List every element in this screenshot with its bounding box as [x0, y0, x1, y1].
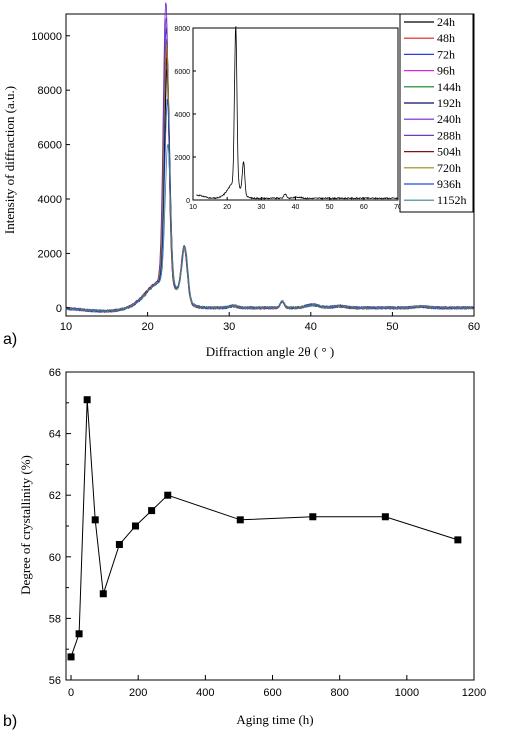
chart-b-x-tick-label: 1000	[395, 687, 419, 699]
legend-label-720h: 720h	[437, 161, 461, 175]
chart-b-y-tick-label: 62	[49, 490, 61, 502]
chart-b-x-tick-label: 1200	[462, 687, 486, 699]
inset-x-tick-label: 50	[326, 204, 334, 211]
panel-a-label: a)	[3, 331, 17, 348]
chart-b-y-tick-label: 58	[49, 613, 61, 625]
crystallinity-point	[236, 516, 244, 524]
inset-x-tick-label: 20	[223, 204, 231, 211]
crystallinity-line	[70, 399, 459, 658]
legend-label-96h: 96h	[437, 64, 455, 78]
inset-x-ticks: 10 20 30 40 50 60 70	[189, 197, 402, 211]
inset-y-tick-label: 2000	[174, 155, 190, 162]
panel-b-label: b)	[3, 713, 17, 730]
chart-a-y-ticks: 0 2000 4000 6000 8000 10000	[31, 31, 70, 315]
crystallinity-point	[164, 491, 172, 499]
inset-y-tick-label: 6000	[174, 69, 190, 76]
chart-b: 0 200 400 600 800 1000 1200 56 58 60 62 64 66 Aging…	[3, 367, 486, 730]
chart-b-y-tick-label: 60	[49, 552, 61, 564]
chart-a-x-tick-label: 50	[386, 321, 398, 333]
chart-a-x-tick-label: 30	[223, 321, 235, 333]
chart-b-x-axis-label: Aging time (h)	[236, 712, 313, 727]
crystallinity-point	[381, 513, 389, 521]
inset-y-ticks: 0 2000 4000 6000 8000	[174, 26, 196, 205]
chart-a-y-tick-label: 4000	[38, 194, 62, 206]
legend-label-48h: 48h	[437, 31, 455, 45]
crystallinity-point	[91, 516, 99, 524]
inset-y-tick-label: 8000	[174, 26, 190, 33]
chart-b-y-axis-label: Degree of crystallinity (%)	[18, 455, 33, 595]
legend-label-288h: 288h	[437, 128, 461, 142]
chart-b-x-tick-label: 600	[263, 687, 281, 699]
chart-a-traces	[65, 2, 474, 314]
chart-a-x-tick-label: 40	[305, 321, 317, 333]
legend-label-24h: 24h	[437, 15, 455, 29]
crystallinity-point	[83, 396, 91, 404]
chart-b-y-ticks: 56 58 60 62 64 66	[49, 367, 71, 687]
legend-label-192h: 192h	[437, 96, 461, 110]
crystallinity-point	[132, 522, 140, 530]
chart-a-x-tick-label: 10	[60, 321, 72, 333]
crystallinity-point	[67, 653, 75, 661]
legend-label-72h: 72h	[437, 47, 455, 61]
legend-label-504h: 504h	[437, 145, 461, 159]
chart-b-x-ticks: 0 200 400 600 800 1000 1200	[68, 675, 486, 699]
chart-a-y-axis-label: Intensity of diffraction (a.u.)	[2, 86, 17, 234]
legend-label-936h: 936h	[437, 177, 461, 191]
chart-b-y-tick-label: 66	[49, 367, 61, 379]
legend-label-1152h: 1152h	[437, 193, 467, 207]
legend-box	[399, 13, 474, 213]
series-line-1152h	[65, 144, 474, 313]
chart-a-y-tick-label: 10000	[31, 31, 62, 43]
legend-label-240h: 240h	[437, 112, 461, 126]
chart-b-x-tick-label: 0	[68, 687, 74, 699]
chart-a-y-tick-label: 8000	[38, 85, 62, 97]
chart-b-y-tick-label: 56	[49, 675, 61, 687]
crystallinity-point	[454, 536, 462, 544]
inset-x-tick-label: 10	[189, 204, 197, 211]
legend-label-144h: 144h	[437, 80, 461, 94]
chart-a-y-tick-label: 6000	[38, 140, 62, 152]
inset-y-tick-label: 4000	[174, 112, 190, 119]
chart-a-y-tick-label: 0	[56, 303, 62, 315]
crystallinity-point	[148, 507, 156, 515]
inset-frame	[192, 27, 399, 201]
crystallinity-point	[99, 590, 107, 598]
chart-a-frame	[65, 13, 475, 317]
chart-b-y-tick-label: 64	[49, 429, 61, 441]
inset-y-tick-label: 0	[186, 198, 190, 205]
chart-a-x-axis-label: Diffraction angle 2θ ( ° )	[206, 344, 335, 359]
chart-b-x-tick-label: 400	[196, 687, 214, 699]
chart-a-y-tick-label: 2000	[38, 248, 62, 260]
crystallinity-point	[309, 513, 317, 521]
chart-a-x-tick-label: 20	[141, 321, 153, 333]
chart-a-x-ticks: 10 20 30 40 50 60	[60, 312, 480, 333]
crystallinity-point	[115, 540, 123, 548]
inset-x-tick-label: 70	[394, 204, 402, 211]
chart-a-inset: 10 20 30 40 50 60 70 0 2000 4000 6000 8000	[174, 26, 402, 211]
chart-a: 10 20 30 40 50 60 0 2000 4000 6000 8000 10000 Diff…	[2, 2, 480, 359]
inset-x-tick-label: 60	[360, 204, 368, 211]
inset-x-tick-label: 40	[292, 204, 300, 211]
chart-b-data	[67, 396, 462, 661]
crystallinity-point	[75, 630, 83, 638]
chart-b-x-tick-label: 800	[330, 687, 348, 699]
chart-a-legend: 24h 48h 72h 96h 144h 192h 240h 288h 504h 720h 936h…	[399, 13, 474, 213]
chart-b-x-tick-label: 200	[129, 687, 147, 699]
chart-a-x-tick-label: 60	[468, 321, 480, 333]
inset-x-tick-label: 30	[257, 204, 265, 211]
